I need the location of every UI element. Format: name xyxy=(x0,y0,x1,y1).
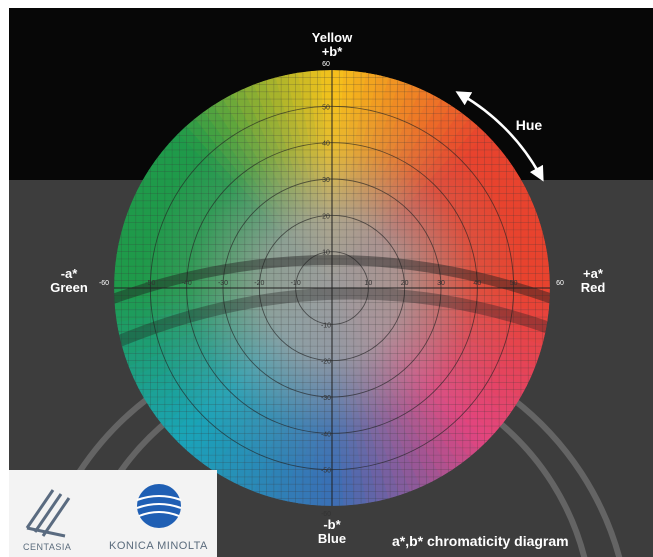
a-tick-label: -30 xyxy=(218,280,228,287)
minus-a-label: -a* xyxy=(60,266,78,281)
a-tick-label: -10 xyxy=(291,280,301,287)
b-tick-label: -20 xyxy=(321,359,331,366)
a-tick-label: -60 xyxy=(99,280,109,287)
hue-arrow-icon xyxy=(455,91,544,182)
minus-b-label: -b* xyxy=(323,517,341,532)
plus-b-label: +b* xyxy=(321,44,343,59)
top-axis-label: Yellow +b* xyxy=(300,31,364,59)
hue-label: Hue xyxy=(515,117,543,133)
a-tick-label: 30 xyxy=(437,280,445,287)
b-tick-label: -40 xyxy=(321,431,331,438)
b-tick-label: -50 xyxy=(321,468,331,475)
logo-panel: CENTASIA KONICA MINOLTA xyxy=(9,470,217,557)
konica-minolta-logo-icon xyxy=(136,484,182,528)
a-tick-label: 20 xyxy=(401,280,409,287)
a-tick-label: -50 xyxy=(145,280,155,287)
centasia-logo-icon xyxy=(25,484,182,538)
b-tick-label: -10 xyxy=(321,322,331,329)
a-tick-label: -40 xyxy=(182,280,192,287)
b-tick-label: 10 xyxy=(322,250,330,257)
green-label: Green xyxy=(50,280,88,295)
plus-a-label: +a* xyxy=(583,266,603,281)
a-tick-label: 50 xyxy=(510,280,518,287)
b-tick-label: 40 xyxy=(322,141,330,148)
b-tick-label: -30 xyxy=(321,395,331,402)
bottom-axis-label: -b* Blue xyxy=(300,518,364,546)
centasia-logo-text: CENTASIA xyxy=(23,542,72,552)
a-tick-label: -20 xyxy=(254,280,264,287)
b-tick-label: 30 xyxy=(322,177,330,184)
axes xyxy=(114,70,550,506)
yellow-label: Yellow xyxy=(311,30,353,45)
b-tick-label: 50 xyxy=(322,104,330,111)
axis-tick-labels: -60 -50 -40 -30 -20 -10 10 20 30 40 50 60 60 50 40 30 20… xyxy=(99,61,564,518)
b-tick-label: 60 xyxy=(322,61,330,68)
a-tick-label: 40 xyxy=(473,280,481,287)
b-tick-label: 20 xyxy=(322,213,330,220)
a-tick-label: 60 xyxy=(556,280,564,287)
red-label: Red xyxy=(580,280,606,295)
a-tick-label: 10 xyxy=(364,280,372,287)
konica-minolta-logo-text: KONICA MINOLTA xyxy=(109,540,208,552)
diagram-caption: a*,b* chromaticity diagram xyxy=(392,533,569,549)
right-axis-label: +a* Red xyxy=(568,267,618,295)
left-axis-label: -a* Green xyxy=(40,267,98,295)
b-tick-label: -60 xyxy=(321,511,331,518)
blue-label: Blue xyxy=(317,531,347,546)
